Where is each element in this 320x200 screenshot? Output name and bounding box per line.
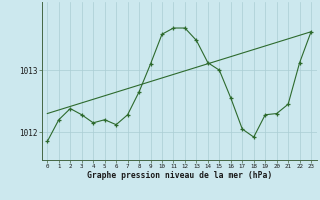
X-axis label: Graphe pression niveau de la mer (hPa): Graphe pression niveau de la mer (hPa) [87, 171, 272, 180]
